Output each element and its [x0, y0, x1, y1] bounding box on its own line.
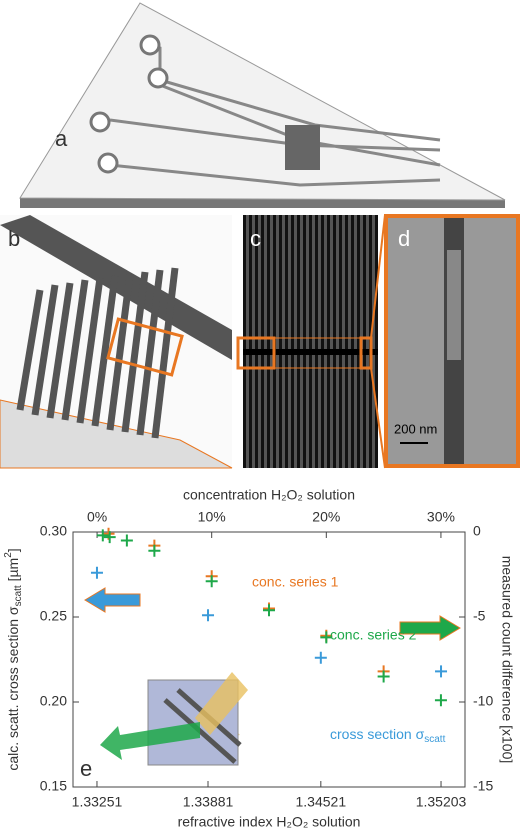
data-point — [202, 609, 215, 622]
data-point — [434, 694, 447, 707]
x-axis-title: refractive index H₂O₂ solution — [178, 814, 361, 830]
y-axis-title-part: [µm — [5, 558, 21, 586]
data-point — [320, 631, 333, 644]
data-point — [96, 529, 109, 542]
data-point — [314, 651, 327, 664]
panel-label: c — [250, 226, 261, 251]
y2-tick-label: -10 — [473, 693, 493, 709]
y-axis-title: calc. scatt. cross section σscatt [µm2] — [3, 548, 24, 770]
y2-tick-label: -15 — [473, 778, 493, 794]
plot-frame — [72, 531, 466, 788]
series-label: cross section σscatt — [330, 726, 446, 745]
data-point — [377, 670, 390, 683]
x-tick-label: 1.35203 — [416, 794, 467, 810]
x2-tick-label: 20% — [312, 509, 340, 525]
x2-axis-title: concentration H₂O₂ solution — [183, 487, 355, 503]
series-label-part: scatt — [424, 734, 445, 745]
panel-label: d — [398, 226, 410, 251]
x2-tick-label: 0% — [87, 509, 107, 525]
data-point — [435, 665, 448, 678]
y2-tick-label: 0 — [473, 523, 481, 539]
data-point — [120, 534, 133, 547]
x-tick-label: 1.33251 — [72, 794, 123, 810]
left-axis-arrow — [84, 587, 141, 613]
y-axis-title-part: 2 — [3, 552, 14, 558]
x-tick-label: 1.33881 — [183, 794, 234, 810]
y-axis-title-part: calc. scatt. cross section σ — [5, 606, 21, 771]
series-label-part: cross section σ — [330, 726, 425, 742]
scale-bar-label: 200 nm — [394, 421, 437, 436]
x2-tick-label: 10% — [198, 509, 226, 525]
data-point — [90, 566, 103, 579]
data-point — [205, 575, 218, 588]
y-tick-label: 0.15 — [40, 778, 67, 794]
sem-detail — [384, 214, 520, 468]
series-label: conc. series 2 — [330, 627, 417, 643]
x-tick-label: 1.34521 — [296, 794, 347, 810]
x2-tick-label: 30% — [427, 509, 455, 525]
grating-illustration — [0, 215, 233, 469]
y2-tick-label: -5 — [473, 608, 486, 624]
panel-label: b — [8, 226, 20, 251]
series-label: conc. series 1 — [252, 574, 339, 590]
data-point — [148, 544, 161, 557]
y-tick-label: 0.30 — [40, 523, 67, 539]
data-point — [263, 604, 275, 617]
chip-illustration — [19, 2, 506, 208]
right-axis-arrow — [399, 615, 461, 641]
y-tick-label: 0.25 — [40, 608, 67, 624]
data-point — [103, 531, 116, 544]
y2-axis-title: measured count difference [x100] — [499, 556, 515, 764]
sem-image — [236, 214, 386, 469]
y-tick-label: 0.20 — [40, 693, 67, 709]
panel-label: e — [80, 756, 92, 781]
y-axis-title-part: ] — [5, 548, 21, 552]
panel-label: a — [55, 126, 68, 151]
y-axis-title-part: scatt — [13, 585, 24, 606]
inset-illustration — [100, 672, 248, 766]
